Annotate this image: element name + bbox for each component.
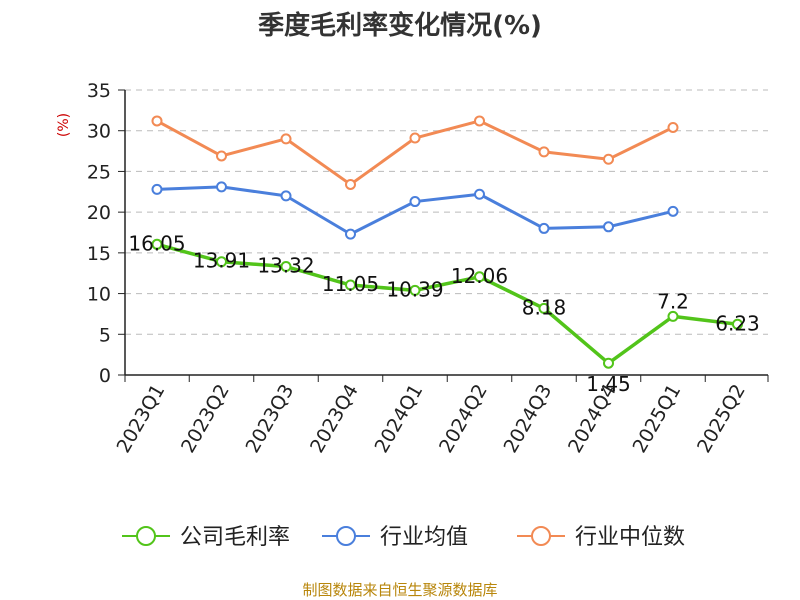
y-tick-label: 15 — [87, 243, 111, 265]
y-tick-label: 35 — [87, 80, 111, 102]
x-tick-label: 2023Q3 — [242, 381, 299, 457]
data-point — [538, 146, 550, 158]
x-tick-label: 2023Q2 — [177, 381, 234, 457]
x-tick-label: 2024Q3 — [500, 381, 557, 457]
data-point — [732, 318, 743, 330]
data-point — [345, 279, 356, 291]
legend-label: 行业均值 — [380, 525, 468, 550]
chart-title: 季度毛利率变化情况(%) — [258, 10, 542, 41]
x-tick-label: 2023Q1 — [113, 381, 170, 457]
series-points — [151, 115, 743, 369]
y-tick-label: 30 — [87, 121, 111, 143]
data-point — [409, 284, 421, 296]
axes — [118, 89, 769, 382]
data-point — [474, 115, 485, 127]
data-point — [667, 205, 679, 217]
y-tick-label: 10 — [87, 284, 111, 306]
data-point — [474, 188, 485, 200]
data-point — [538, 222, 550, 234]
data-label: 16.05 — [128, 231, 185, 255]
legend-marker — [336, 526, 356, 546]
x-tick-label: 2024Q1 — [371, 381, 428, 457]
x-tick-label: 2024Q2 — [435, 381, 492, 457]
y-tick-label: 25 — [87, 161, 111, 183]
data-point — [603, 153, 614, 165]
data-point — [280, 190, 292, 202]
data-label: 12.06 — [451, 264, 508, 288]
data-label: 11.05 — [322, 272, 379, 296]
data-point — [538, 302, 550, 314]
data-label: 13.91 — [193, 249, 250, 273]
legend: 公司毛利率 行业均值 行业中位数 — [122, 525, 685, 550]
data-label: 6.23 — [715, 311, 760, 335]
y-tick-label: 5 — [99, 324, 111, 346]
data-point — [151, 115, 163, 127]
x-tick-label: 2025Q1 — [629, 381, 686, 457]
data-point — [151, 238, 163, 250]
data-point — [667, 121, 679, 133]
data-point — [345, 228, 356, 240]
y-axis-label: (%) — [56, 113, 72, 137]
series-line-1 — [156, 185, 674, 236]
data-point — [216, 150, 227, 162]
data-point — [603, 357, 614, 369]
data-labels: 16.05 13.91 13.32 11.05 10.39 12.06 8.18 1.45 7.… — [128, 231, 759, 396]
y-tick-label: 0 — [99, 365, 111, 387]
data-point — [216, 181, 227, 193]
legend-label: 公司毛利率 — [180, 525, 290, 550]
legend-marker — [136, 526, 156, 546]
series-lines — [156, 119, 738, 365]
data-label: 7.2 — [657, 289, 689, 313]
data-point — [474, 271, 485, 283]
data-point — [345, 178, 356, 190]
y-tick-labels: 0 5 10 15 20 25 30 35 — [87, 80, 111, 387]
data-point — [216, 256, 227, 268]
data-point — [280, 133, 292, 145]
x-tick-labels: 2023Q1 2023Q2 2023Q3 2023Q4 2024Q1 2024Q2 2024… — [113, 381, 750, 457]
series-line-0 — [156, 242, 738, 365]
data-label: 8.18 — [522, 295, 567, 319]
data-point — [603, 221, 614, 233]
data-point — [409, 196, 421, 208]
source-note: 制图数据来自恒生聚源数据库 — [302, 581, 497, 599]
data-label: 1.45 — [586, 372, 631, 396]
data-point — [280, 261, 292, 273]
data-point — [151, 183, 163, 195]
x-tick-label: 2023Q4 — [306, 381, 363, 457]
legend-label: 行业中位数 — [575, 525, 685, 550]
data-point — [409, 132, 421, 144]
x-tick-label: 2025Q2 — [693, 381, 750, 457]
legend-marker — [531, 526, 551, 546]
data-label: 10.39 — [386, 277, 443, 301]
data-label: 13.32 — [257, 254, 314, 278]
data-point — [667, 310, 679, 322]
y-tick-label: 20 — [87, 202, 111, 224]
